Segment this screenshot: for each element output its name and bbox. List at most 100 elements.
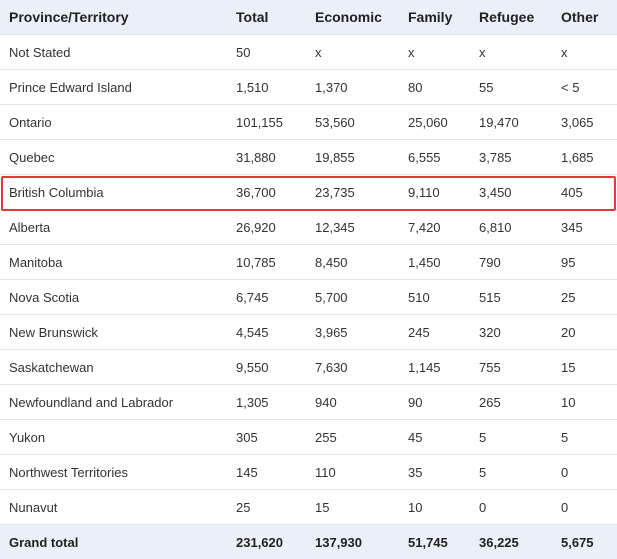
cell-province: British Columbia [0,175,227,210]
total-label: Grand total [0,525,227,559]
cell-family: 10 [399,490,470,525]
header-province[interactable]: Province/Territory [0,0,227,35]
header-economic[interactable]: Economic [306,0,399,35]
cell-refugee: 790 [470,245,552,280]
grand-total-row: Grand total 231,620 137,930 51,745 36,22… [0,525,617,559]
cell-family: 510 [399,280,470,315]
cell-refugee: 3,450 [470,175,552,210]
cell-other: 5 [552,420,617,455]
cell-total: 25 [227,490,306,525]
cell-refugee: 0 [470,490,552,525]
cell-refugee: 19,470 [470,105,552,140]
cell-economic: 19,855 [306,140,399,175]
cell-family: 1,450 [399,245,470,280]
cell-total: 4,545 [227,315,306,350]
cell-economic: 5,700 [306,280,399,315]
cell-other: 405 [552,175,617,210]
header-total[interactable]: Total [227,0,306,35]
cell-refugee: x [470,35,552,70]
cell-other: 0 [552,455,617,490]
cell-family: 80 [399,70,470,105]
cell-province: Alberta [0,210,227,245]
cell-economic: 8,450 [306,245,399,280]
total-economic: 137,930 [306,525,399,559]
cell-other: 20 [552,315,617,350]
cell-other: 345 [552,210,617,245]
cell-total: 305 [227,420,306,455]
cell-economic: 23,735 [306,175,399,210]
cell-province: Newfoundland and Labrador [0,385,227,420]
cell-family: 7,420 [399,210,470,245]
cell-economic: x [306,35,399,70]
total-family: 51,745 [399,525,470,559]
cell-other: < 5 [552,70,617,105]
cell-family: x [399,35,470,70]
cell-other: 25 [552,280,617,315]
cell-province: Saskatchewan [0,350,227,385]
total-refugee: 36,225 [470,525,552,559]
cell-refugee: 5 [470,420,552,455]
cell-family: 1,145 [399,350,470,385]
cell-total: 145 [227,455,306,490]
cell-province: New Brunswick [0,315,227,350]
cell-other: 10 [552,385,617,420]
cell-total: 50 [227,35,306,70]
cell-other: x [552,35,617,70]
cell-other: 95 [552,245,617,280]
total-other: 5,675 [552,525,617,559]
cell-refugee: 6,810 [470,210,552,245]
cell-total: 36,700 [227,175,306,210]
cell-economic: 15 [306,490,399,525]
header-other[interactable]: Other [552,0,617,35]
cell-province: Northwest Territories [0,455,227,490]
cell-total: 26,920 [227,210,306,245]
cell-refugee: 55 [470,70,552,105]
cell-economic: 3,965 [306,315,399,350]
cell-economic: 53,560 [306,105,399,140]
cell-total: 6,745 [227,280,306,315]
cell-family: 90 [399,385,470,420]
cell-other: 15 [552,350,617,385]
cell-economic: 1,370 [306,70,399,105]
cell-other: 3,065 [552,105,617,140]
cell-family: 35 [399,455,470,490]
cell-province: Nova Scotia [0,280,227,315]
cell-family: 245 [399,315,470,350]
cell-economic: 940 [306,385,399,420]
cell-refugee: 755 [470,350,552,385]
cell-province: Nunavut [0,490,227,525]
cell-total: 9,550 [227,350,306,385]
cell-family: 25,060 [399,105,470,140]
cell-total: 1,510 [227,70,306,105]
cell-economic: 12,345 [306,210,399,245]
header-family[interactable]: Family [399,0,470,35]
cell-total: 101,155 [227,105,306,140]
cell-economic: 255 [306,420,399,455]
header-refugee[interactable]: Refugee [470,0,552,35]
cell-total: 10,785 [227,245,306,280]
cell-province: Ontario [0,105,227,140]
cell-province: Manitoba [0,245,227,280]
cell-other: 0 [552,490,617,525]
total-total: 231,620 [227,525,306,559]
cell-economic: 7,630 [306,350,399,385]
cell-family: 9,110 [399,175,470,210]
cell-province: Yukon [0,420,227,455]
cell-province: Prince Edward Island [0,70,227,105]
cell-province: Quebec [0,140,227,175]
cell-province: Not Stated [0,35,227,70]
